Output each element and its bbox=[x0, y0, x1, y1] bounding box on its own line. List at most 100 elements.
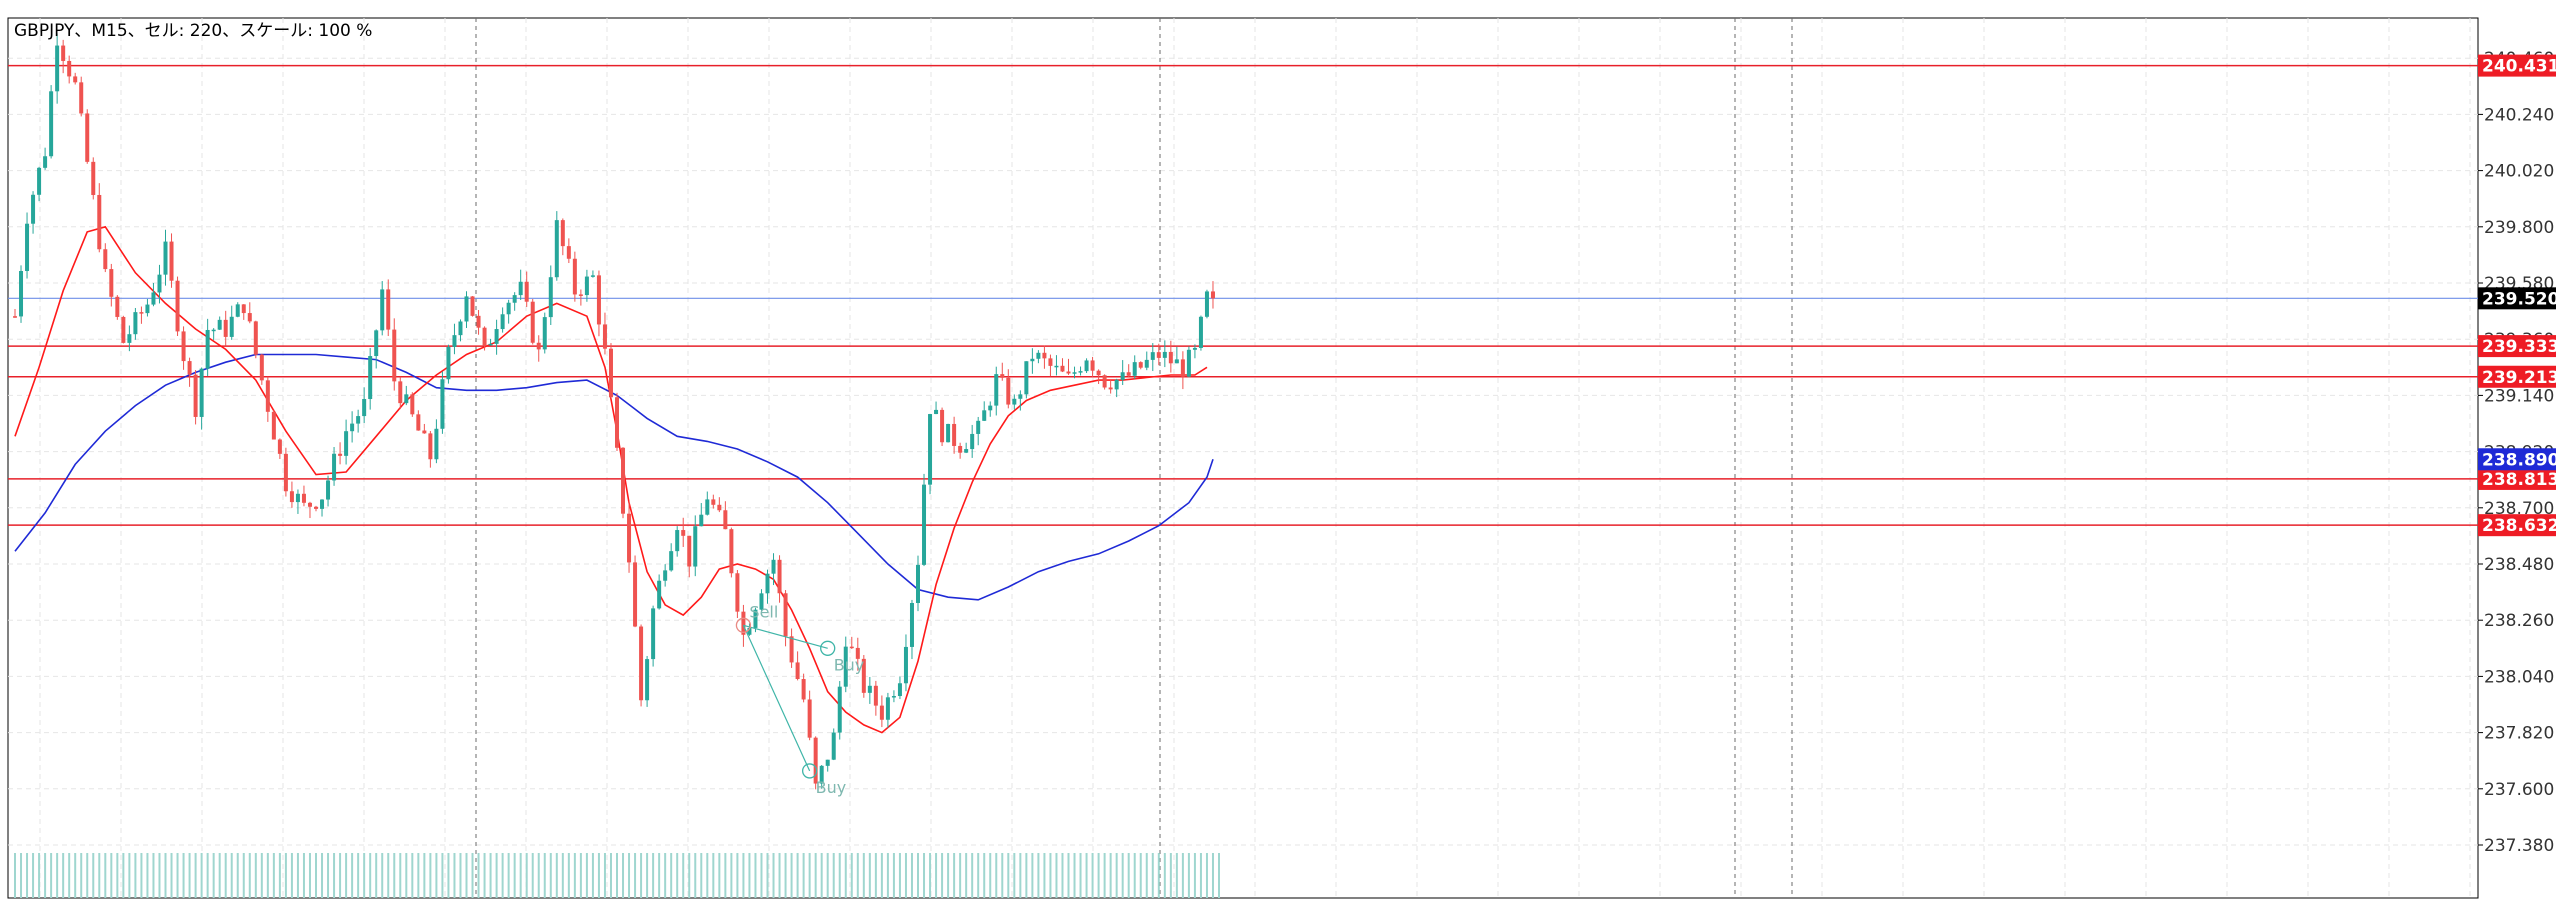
candle-body bbox=[1138, 362, 1143, 368]
candle-body bbox=[1090, 360, 1095, 371]
candle-body bbox=[777, 559, 782, 594]
candle-body bbox=[386, 289, 391, 330]
candle-body bbox=[976, 420, 981, 434]
candle-body bbox=[735, 573, 740, 612]
candle-body bbox=[67, 60, 72, 77]
candle-body bbox=[819, 765, 824, 784]
candle-body bbox=[121, 316, 126, 343]
candle-body bbox=[590, 275, 595, 277]
candle-body bbox=[374, 330, 379, 357]
candle-body bbox=[789, 636, 794, 663]
candle-body bbox=[458, 321, 463, 336]
candle-body bbox=[301, 493, 306, 503]
candle-body bbox=[49, 91, 54, 157]
y-tick-label: 240.240 bbox=[2484, 105, 2554, 125]
candle-body bbox=[295, 493, 300, 503]
candle-body bbox=[922, 484, 927, 565]
horizontal-levels[interactable] bbox=[8, 64, 2478, 526]
trade-marker bbox=[735, 617, 752, 633]
candle-body bbox=[1036, 352, 1041, 359]
trade-label: Buy bbox=[816, 778, 847, 797]
candle-body bbox=[970, 433, 975, 450]
candle-body bbox=[488, 343, 493, 346]
candle-body bbox=[326, 480, 331, 500]
candle-body bbox=[217, 319, 222, 330]
candle-body bbox=[1096, 370, 1101, 376]
candle-body bbox=[867, 685, 872, 693]
candle-body bbox=[193, 374, 198, 417]
price-tag-bg bbox=[2478, 467, 2556, 490]
candle-body bbox=[1192, 347, 1197, 350]
trade-connector bbox=[743, 624, 828, 649]
candle-body bbox=[43, 156, 48, 168]
candle-body bbox=[1054, 365, 1059, 368]
candle-body bbox=[717, 504, 722, 511]
candle-body bbox=[283, 453, 288, 492]
candle-body bbox=[241, 304, 246, 314]
candle-body bbox=[518, 281, 523, 296]
price-tag-label: 238.632 bbox=[2482, 516, 2559, 536]
candle-body bbox=[952, 423, 957, 446]
candle-body bbox=[1120, 372, 1125, 380]
candle-body bbox=[1030, 358, 1035, 362]
candle-body bbox=[434, 428, 439, 460]
ma-slow-line bbox=[14, 353, 1214, 601]
candle-body bbox=[801, 679, 806, 700]
y-tick-label: 237.600 bbox=[2484, 780, 2554, 800]
y-tick-label: 240.020 bbox=[2484, 162, 2554, 182]
candle-body bbox=[897, 683, 902, 697]
candle-body bbox=[687, 535, 692, 567]
candle-body bbox=[849, 646, 854, 649]
y-tick-label: 238.700 bbox=[2484, 499, 2554, 519]
candle-body bbox=[771, 559, 776, 574]
candle-body bbox=[175, 280, 180, 332]
y-tick-label: 239.800 bbox=[2484, 218, 2554, 238]
candle-body bbox=[627, 513, 632, 563]
trade-label: Sell bbox=[749, 602, 778, 621]
price-tag-bg bbox=[2478, 365, 2556, 388]
candle-body bbox=[97, 194, 102, 250]
candle-body bbox=[1048, 358, 1053, 366]
candle-body bbox=[669, 551, 674, 571]
candle-body bbox=[615, 397, 619, 448]
candle-body bbox=[639, 626, 644, 701]
candle-body bbox=[1210, 291, 1215, 299]
candle-body bbox=[410, 394, 415, 415]
candle-body bbox=[470, 296, 475, 316]
candle-body bbox=[524, 281, 529, 302]
session-separators bbox=[475, 18, 1793, 898]
candle-body bbox=[560, 220, 565, 247]
candle-body bbox=[1006, 377, 1011, 405]
candle-body bbox=[271, 411, 276, 440]
candle-body bbox=[645, 659, 650, 701]
candle-body bbox=[909, 603, 914, 647]
candle-body bbox=[356, 416, 361, 424]
candle-body bbox=[542, 317, 547, 350]
candle-body bbox=[169, 241, 174, 281]
candle-body bbox=[253, 321, 258, 355]
trade-connector bbox=[742, 625, 811, 772]
candle-body bbox=[928, 414, 933, 485]
candle-body bbox=[903, 646, 908, 684]
candle-body bbox=[891, 696, 896, 698]
candle-body bbox=[187, 361, 192, 375]
candle-body bbox=[1060, 365, 1065, 372]
candle-body bbox=[181, 331, 186, 362]
candle-body bbox=[500, 314, 505, 330]
candle-body bbox=[247, 313, 252, 322]
candle-body bbox=[693, 526, 698, 567]
price-tag-bg bbox=[2478, 448, 2556, 471]
candle-body bbox=[380, 289, 385, 331]
ma-fast-line bbox=[14, 225, 1208, 734]
candle-body bbox=[548, 277, 553, 318]
candle-body bbox=[109, 269, 114, 297]
candle-body bbox=[572, 258, 577, 295]
candle-body bbox=[476, 315, 481, 328]
candle-body bbox=[729, 529, 734, 574]
candle-body bbox=[795, 662, 800, 680]
candle-body bbox=[1156, 352, 1161, 358]
trade-label: Buy bbox=[834, 655, 865, 674]
candle-body bbox=[1186, 349, 1191, 377]
